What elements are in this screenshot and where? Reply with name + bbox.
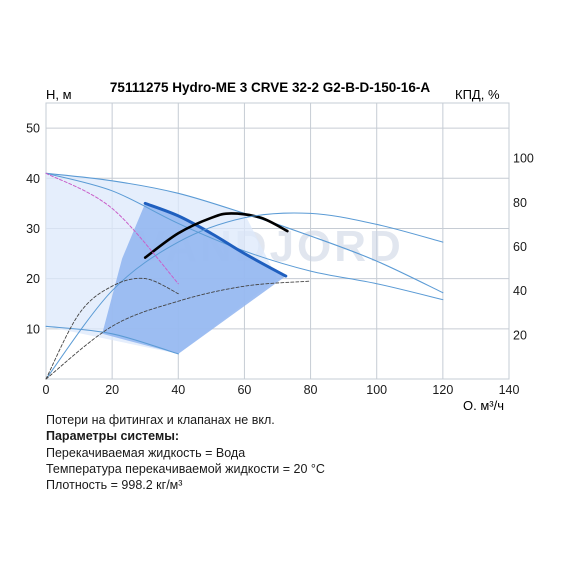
- y-right-tick-label: 100: [513, 152, 534, 166]
- x-tick-label: 100: [366, 383, 387, 397]
- pump-curve-chart: 75111275 Hydro-ME 3 CRVE 32-2 G2-B-D-150…: [26, 80, 534, 410]
- x-tick-label: 140: [499, 383, 520, 397]
- series-efficiency-bold: [143, 212, 289, 259]
- x-tick-label: 80: [304, 383, 318, 397]
- note-temperature: Температура перекачиваемой жидкости = 20…: [46, 461, 325, 476]
- y-axis-right-label: КПД, %: [455, 87, 500, 102]
- grid: [45, 102, 510, 380]
- system-notes: Потери на фитингах и клапанах не вкл. Па…: [46, 412, 325, 493]
- y-right-tick-label: 40: [513, 284, 527, 298]
- operating-areas: [46, 173, 286, 354]
- y-left-tick-label: 40: [26, 172, 40, 186]
- y-left-tick-label: 10: [26, 322, 40, 336]
- note-density: Плотность = 998.2 кг/м³: [46, 478, 183, 493]
- series-head-min-thin: [45, 325, 179, 355]
- y-axis-left-label: H, м: [46, 87, 72, 102]
- x-tick-label: 0: [43, 383, 50, 397]
- note-system-params-heading: Параметры системы:: [46, 429, 180, 444]
- chart-title: 75111275 Hydro-ME 3 CRVE 32-2 G2-B-D-150…: [110, 80, 430, 95]
- series-npsh-dashed: [45, 277, 179, 380]
- x-axis-label: Q, м³/ч: [463, 398, 504, 410]
- series-head-bold: [143, 201, 288, 278]
- series-magenta-dashed: [45, 172, 179, 285]
- x-tick-label: 40: [171, 383, 185, 397]
- y-right-tick-label: 80: [513, 196, 527, 210]
- y-right-tick-label: 20: [513, 328, 527, 342]
- series-head-thin-2: [45, 172, 444, 301]
- note-liquid: Перекачиваемая жидкость = Вода: [46, 445, 246, 460]
- y-left-tick-label: 20: [26, 272, 40, 286]
- x-tick-label: 120: [432, 383, 453, 397]
- operating-area: [102, 203, 286, 354]
- curves: [45, 172, 444, 380]
- series-efficiency-thin: [45, 212, 444, 380]
- x-tick-label: 20: [105, 383, 119, 397]
- tick-labels: 0 20 40 60 80 100 120 140 10 20 30 40 50 20 40 60 80 100: [26, 122, 534, 397]
- series-power-dashed: [45, 280, 312, 380]
- y-left-tick-label: 30: [26, 222, 40, 236]
- x-tick-label: 60: [237, 383, 251, 397]
- y-right-tick-label: 60: [513, 240, 527, 254]
- y-left-tick-label: 50: [26, 122, 40, 136]
- note-fittings: Потери на фитингах и клапанах не вкл.: [46, 413, 275, 427]
